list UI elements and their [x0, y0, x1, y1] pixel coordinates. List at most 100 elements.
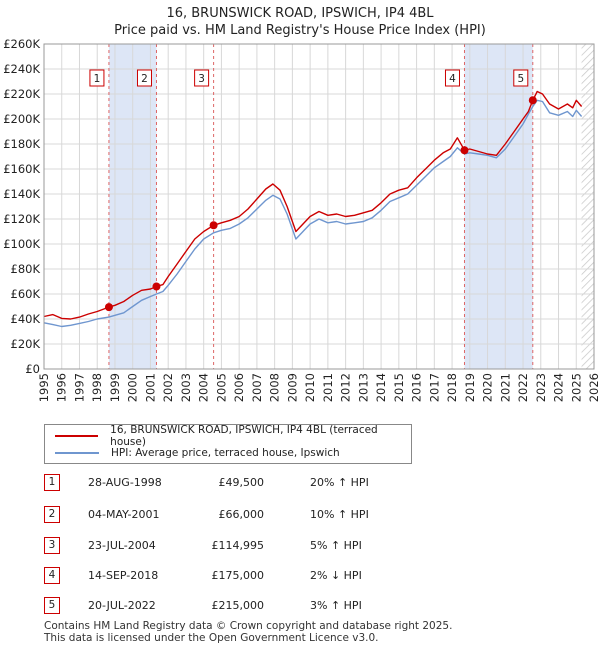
chart-subtitle: Price paid vs. HM Land Registry's House …: [114, 23, 486, 38]
sale-hpi-diff: 2% ↓ HPI: [310, 569, 362, 582]
y-tick-label: £100K: [3, 237, 40, 251]
line-chart: 1 2 3 4 5 £0 £20K £40K £60K £80K £100K £120K £140K £1…: [3, 37, 600, 402]
x-tick-label: 2017: [427, 373, 441, 402]
x-tick-label: 1996: [55, 373, 69, 402]
footer-license: This data is licensed under the Open Gov…: [44, 632, 379, 644]
sale-hpi-diff: 20% ↑ HPI: [310, 476, 369, 489]
x-tick-label: 2019: [463, 373, 477, 402]
x-tick-label: 2022: [516, 373, 530, 402]
x-tick-label: 1998: [90, 373, 104, 402]
y-tick-label: £80K: [11, 262, 41, 276]
chart-title: 16, BRUNSWICK ROAD, IPSWICH, IP4 4BL: [166, 6, 434, 21]
x-tick-label: 2007: [250, 373, 264, 402]
x-tick-label: 2021: [498, 373, 512, 402]
sales-table-row: 4 14-SEP-2018 £175,000 2% ↓ HPI: [44, 567, 464, 585]
x-tick-label: 1999: [108, 373, 122, 402]
sale-point: [152, 282, 161, 291]
x-tick-label: 2015: [392, 373, 406, 402]
x-tick-label: 2016: [410, 373, 424, 402]
sale-number-badge: 3: [44, 537, 60, 554]
x-tick-label: 2006: [232, 373, 246, 402]
sale-date: 20-JUL-2022: [88, 599, 156, 612]
sale-point: [209, 221, 218, 230]
hpi-series-line: [43, 99, 583, 328]
x-tick-label: 2002: [161, 373, 175, 402]
sale-date: 14-SEP-2018: [88, 569, 159, 582]
x-tick-label: 2000: [126, 373, 140, 402]
shaded-period: [464, 44, 533, 369]
x-tick-label: 2009: [285, 373, 299, 402]
legend-swatch-price: [55, 435, 99, 437]
x-tick-label: 1997: [72, 373, 86, 402]
sales-table-row: 5 20-JUL-2022 £215,000 3% ↑ HPI: [44, 597, 464, 615]
x-tick-label: 2005: [214, 373, 228, 402]
sale-number-badge: 1: [44, 474, 60, 491]
x-tick-label: 2023: [534, 373, 548, 402]
price-series-line: [43, 90, 583, 320]
x-tick-label: 2001: [143, 373, 157, 402]
sale-label-box: [444, 69, 460, 87]
sale-hpi-diff: 5% ↑ HPI: [310, 539, 362, 552]
sales-table-row: 1 28-AUG-1998 £49,500 20% ↑ HPI: [44, 474, 464, 492]
x-tick-label: 2003: [179, 373, 193, 402]
sale-label-text: 5: [517, 73, 524, 85]
sale-date: 04-MAY-2001: [88, 508, 160, 521]
x-tick-label: 2014: [374, 373, 388, 402]
x-tick-label: 2026: [587, 373, 600, 402]
y-tick-label: £140K: [3, 187, 40, 201]
sale-point: [460, 146, 469, 155]
y-tick-label: £240K: [3, 62, 40, 76]
y-tick-label: £20K: [11, 337, 41, 351]
sale-price: £114,995: [211, 539, 265, 552]
legend: 16, BRUNSWICK ROAD, IPSWICH, IP4 4BL (te…: [44, 424, 412, 464]
sale-number-badge: 5: [44, 597, 60, 614]
sale-label-box: [194, 69, 210, 87]
sale-label-text: 3: [198, 73, 205, 85]
sale-label-text: 1: [94, 73, 101, 85]
x-tick-label: 2008: [268, 373, 282, 402]
sale-label-box: [136, 69, 152, 87]
sale-point: [528, 96, 537, 105]
legend-item-hpi: HPI: Average price, terraced house, Ipsw…: [55, 446, 340, 460]
sale-hpi-diff: 10% ↑ HPI: [310, 508, 369, 521]
x-tick-label: 2018: [445, 373, 459, 402]
x-tick-label: 2012: [339, 373, 353, 402]
y-tick-label: £260K: [3, 37, 40, 51]
x-tick-label: 2025: [569, 373, 583, 402]
y-tick-label: £0: [25, 362, 40, 376]
sales-table-row: 3 23-JUL-2004 £114,995 5% ↑ HPI: [44, 537, 464, 555]
sale-date: 28-AUG-1998: [88, 476, 162, 489]
y-tick-label: £160K: [3, 162, 40, 176]
y-tick-label: £180K: [3, 137, 40, 151]
x-tick-label: 2011: [321, 373, 335, 402]
x-tick-label: 2024: [552, 373, 566, 402]
sale-number-badge: 2: [44, 506, 60, 523]
sale-label-text: 2: [141, 73, 148, 85]
legend-swatch-hpi: [55, 452, 99, 454]
legend-item-price: 16, BRUNSWICK ROAD, IPSWICH, IP4 4BL (te…: [55, 424, 411, 448]
y-tick-label: £200K: [3, 112, 40, 126]
sale-label-text: 4: [449, 73, 456, 85]
sale-number-badge: 4: [44, 567, 60, 584]
sale-price: £175,000: [211, 569, 265, 582]
x-tick-label: 2020: [481, 373, 495, 402]
legend-label-hpi: HPI: Average price, terraced house, Ipsw…: [111, 447, 340, 459]
y-tick-label: £120K: [3, 212, 40, 226]
sale-hpi-diff: 3% ↑ HPI: [310, 599, 362, 612]
sale-label-box: [89, 69, 105, 87]
forecast-hatch: [581, 44, 594, 369]
x-tick-label: 2004: [197, 373, 211, 402]
x-tick-label: 2013: [356, 373, 370, 402]
plot-frame: [43, 43, 595, 370]
y-tick-label: £220K: [3, 87, 40, 101]
sales-table-row: 2 04-MAY-2001 £66,000 10% ↑ HPI: [44, 506, 464, 524]
y-tick-label: £40K: [11, 312, 41, 326]
sale-price: £215,000: [211, 599, 265, 612]
x-tick-label: 1995: [37, 373, 51, 402]
footer-copyright: Contains HM Land Registry data © Crown c…: [44, 620, 453, 632]
sale-label-box: [513, 69, 529, 87]
sale-date: 23-JUL-2004: [88, 539, 156, 552]
x-tick-label: 2010: [303, 373, 317, 402]
sale-price: £49,500: [218, 476, 265, 489]
